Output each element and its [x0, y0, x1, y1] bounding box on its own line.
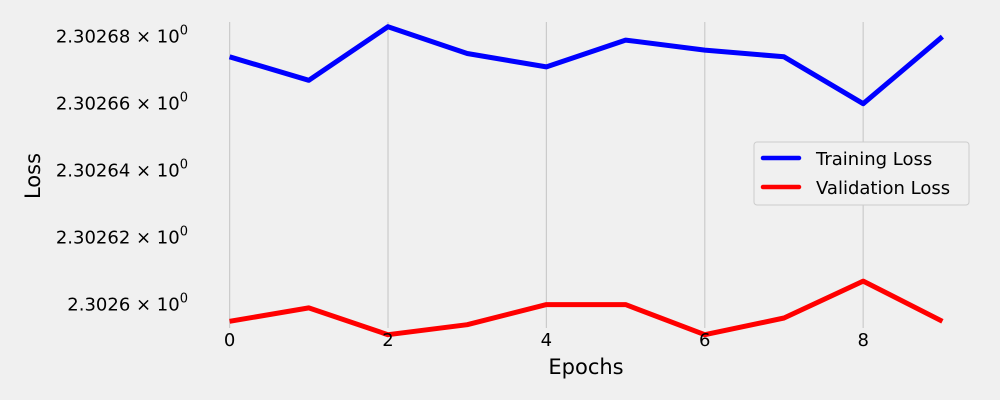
x-tick-label: 0	[224, 330, 235, 351]
y-axis-label: Loss	[21, 153, 45, 199]
x-tick-label: 2	[382, 330, 393, 351]
series-line-validation-loss	[229, 278, 944, 338]
y-tick-label: 2.30266 × 100	[56, 91, 188, 115]
series-line-training-loss	[228, 24, 945, 107]
x-tick-label: 8	[857, 330, 868, 351]
legend-label-validation-loss: Validation Loss	[816, 178, 950, 199]
y-tick-label: 2.3026 × 100	[67, 292, 188, 316]
x-axis-label: Epochs	[548, 355, 623, 379]
y-tick-label: 2.30262 × 100	[56, 225, 188, 249]
series-lines	[228, 24, 945, 338]
y-tick-label: 2.30268 × 100	[56, 24, 188, 48]
x-tick-label: 6	[699, 330, 710, 351]
x-axis-ticks: 0 2 4 6 8	[224, 330, 869, 351]
legend: Training Loss Validation Loss	[753, 141, 970, 206]
y-axis-ticks: 2.3026 × 100 2.30262 × 100 2.30264 × 100 2.…	[56, 24, 188, 316]
x-tick-label: 4	[541, 330, 552, 351]
legend-box	[753, 141, 970, 206]
legend-label-training-loss: Training Loss	[815, 149, 932, 170]
y-tick-label: 2.30264 × 100	[56, 158, 188, 182]
